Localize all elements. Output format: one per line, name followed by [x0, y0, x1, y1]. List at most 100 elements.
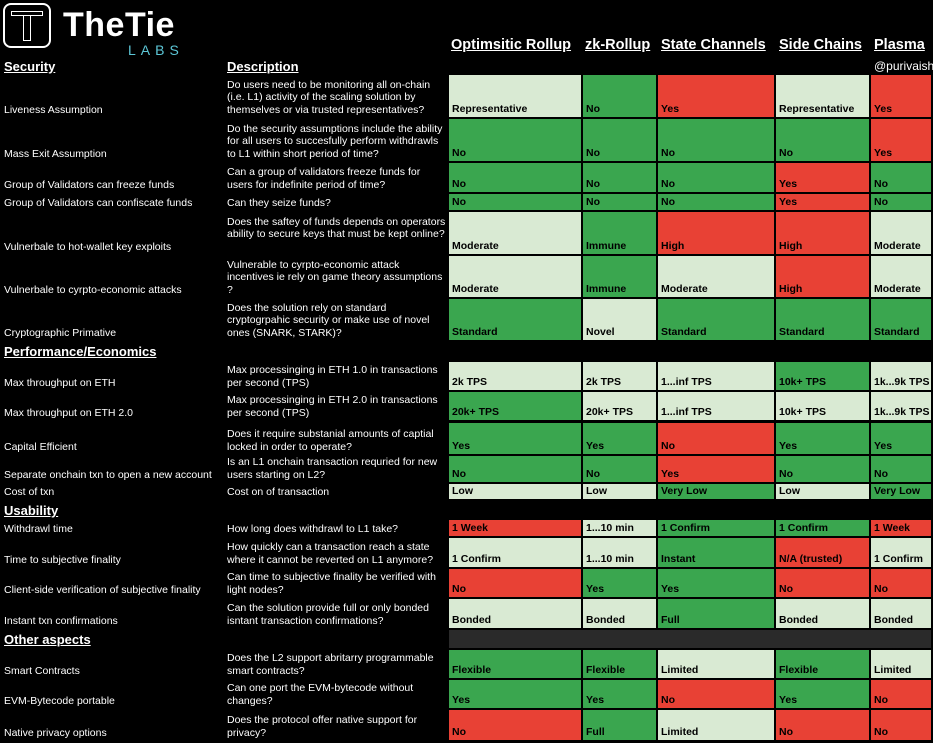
value-cell: No [583, 163, 656, 192]
value-cell: Moderate [871, 212, 931, 254]
row-label: Native privacy options [4, 727, 107, 739]
col-header-optimistic: Optimsitic Rollup [451, 37, 572, 53]
row-description: Can a group of validators freeze funds f… [227, 166, 421, 191]
value-cell: No [871, 680, 931, 708]
value-cell: Moderate [871, 256, 931, 297]
value-cell: No [658, 194, 774, 210]
value-cell: Representative [776, 75, 869, 117]
value-cell: No [583, 456, 656, 482]
row-description: Does the protocol offer native support f… [227, 714, 418, 739]
value-cell: N/A (trusted) [776, 538, 869, 567]
value-cell: No [871, 163, 931, 192]
value-cell: Bonded [871, 599, 931, 628]
row-label: EVM-Bytecode portable [4, 695, 115, 707]
value-cell: 1 Confirm [449, 538, 581, 567]
value-cell: Yes [449, 423, 581, 454]
value-cell: 2k TPS [449, 362, 581, 390]
value-cell: 10k+ TPS [776, 392, 869, 420]
value-cell: High [776, 212, 869, 254]
section-security: Security [4, 59, 56, 74]
row-description: Do the security assumptions include the … [227, 122, 443, 160]
value-cell: 1 Confirm [658, 520, 774, 536]
value-cell: Bonded [449, 599, 581, 628]
value-cell: Standard [449, 299, 581, 340]
value-cell: Flexible [583, 650, 656, 678]
value-cell: High [776, 256, 869, 297]
row-label: Vulnerbale to hot-wallet key exploits [4, 241, 172, 253]
value-cell: Full [583, 710, 656, 740]
value-cell: Yes [871, 119, 931, 161]
row-label: Smart Contracts [4, 665, 80, 677]
value-cell: 1k...9k TPS [871, 362, 931, 390]
row-label: Group of Validators can confiscate funds [4, 197, 193, 209]
row-label: Group of Validators can freeze funds [4, 179, 175, 191]
row-label: Mass Exit Assumption [4, 148, 107, 160]
value-cell: No [449, 194, 581, 210]
row-description: Can time to subjective finality be verif… [227, 571, 436, 596]
value-cell: Yes [583, 680, 656, 708]
value-cell: 20k+ TPS [449, 392, 581, 420]
row-label: Client-side verification of subjective f… [4, 584, 201, 596]
value-cell: Yes [871, 423, 931, 454]
description-header: Description [227, 59, 299, 74]
value-cell: No [449, 710, 581, 740]
value-cell: Yes [658, 75, 774, 117]
section-usability: Usability [4, 503, 59, 518]
value-cell: Novel [583, 299, 656, 340]
value-cell: Moderate [449, 212, 581, 254]
row-label: Max throughput on ETH [4, 377, 116, 389]
row-label: Time to subjective finality [4, 554, 121, 566]
value-cell: Bonded [583, 599, 656, 628]
value-cell: Very Low [658, 484, 774, 499]
value-cell: Representative [449, 75, 581, 117]
thetie-logo-icon [3, 3, 51, 48]
value-cell: No [776, 710, 869, 740]
value-cell: No [658, 423, 774, 454]
value-cell: Low [449, 484, 581, 499]
value-cell: No [776, 119, 869, 161]
value-cell: Limited [658, 710, 774, 740]
row-description: Max processinging in ETH 1.0 in transact… [227, 364, 438, 389]
row-description: Does the solution rely on standard crypt… [227, 301, 430, 339]
value-cell: Flexible [449, 650, 581, 678]
row-description: Max processinging in ETH 2.0 in transact… [227, 394, 438, 419]
row-label: Liveness Assumption [4, 104, 103, 116]
section-performance: Performance/Economics [4, 344, 157, 359]
value-cell: 10k+ TPS [776, 362, 869, 390]
row-label: Max throughput on ETH 2.0 [4, 407, 133, 419]
value-cell: No [583, 75, 656, 117]
value-cell: No [583, 194, 656, 210]
section-other: Other aspects [4, 632, 91, 647]
row-label: Separate onchain txn to open a new accou… [4, 469, 212, 481]
value-cell: 1...10 min [583, 538, 656, 567]
value-cell: Immune [583, 256, 656, 297]
row-description: Does the saftey of funds depends on oper… [227, 215, 446, 241]
value-cell: Limited [871, 650, 931, 678]
value-cell: Low [776, 484, 869, 499]
value-cell: Standard [776, 299, 869, 340]
row-label: Cost of txn [4, 486, 55, 498]
brand-labs: LABS [128, 42, 184, 58]
row-label: Cryptographic Primative [4, 327, 117, 339]
section-divider-bar [449, 630, 931, 648]
value-cell: 1...inf TPS [658, 362, 774, 390]
value-cell: Standard [658, 299, 774, 340]
value-cell: No [449, 163, 581, 192]
value-cell: No [449, 569, 581, 597]
value-cell: 1...inf TPS [658, 392, 774, 420]
value-cell: 1 Confirm [871, 538, 931, 567]
row-description: Can the solution provide full or only bo… [227, 602, 429, 627]
value-cell: Very Low [871, 484, 931, 499]
value-cell: No [776, 569, 869, 597]
logo-t-bar [11, 11, 43, 16]
value-cell: Yes [658, 569, 774, 597]
value-cell: Yes [776, 423, 869, 454]
col-header-state-channels: State Channels [661, 37, 766, 53]
value-cell: Moderate [658, 256, 774, 297]
value-cell: High [658, 212, 774, 254]
row-description: Can they seize funds? [227, 196, 331, 209]
value-cell: Yes [776, 680, 869, 708]
value-cell: 1 Confirm [776, 520, 869, 536]
value-cell: No [583, 119, 656, 161]
value-cell: 1k...9k TPS [871, 392, 931, 420]
